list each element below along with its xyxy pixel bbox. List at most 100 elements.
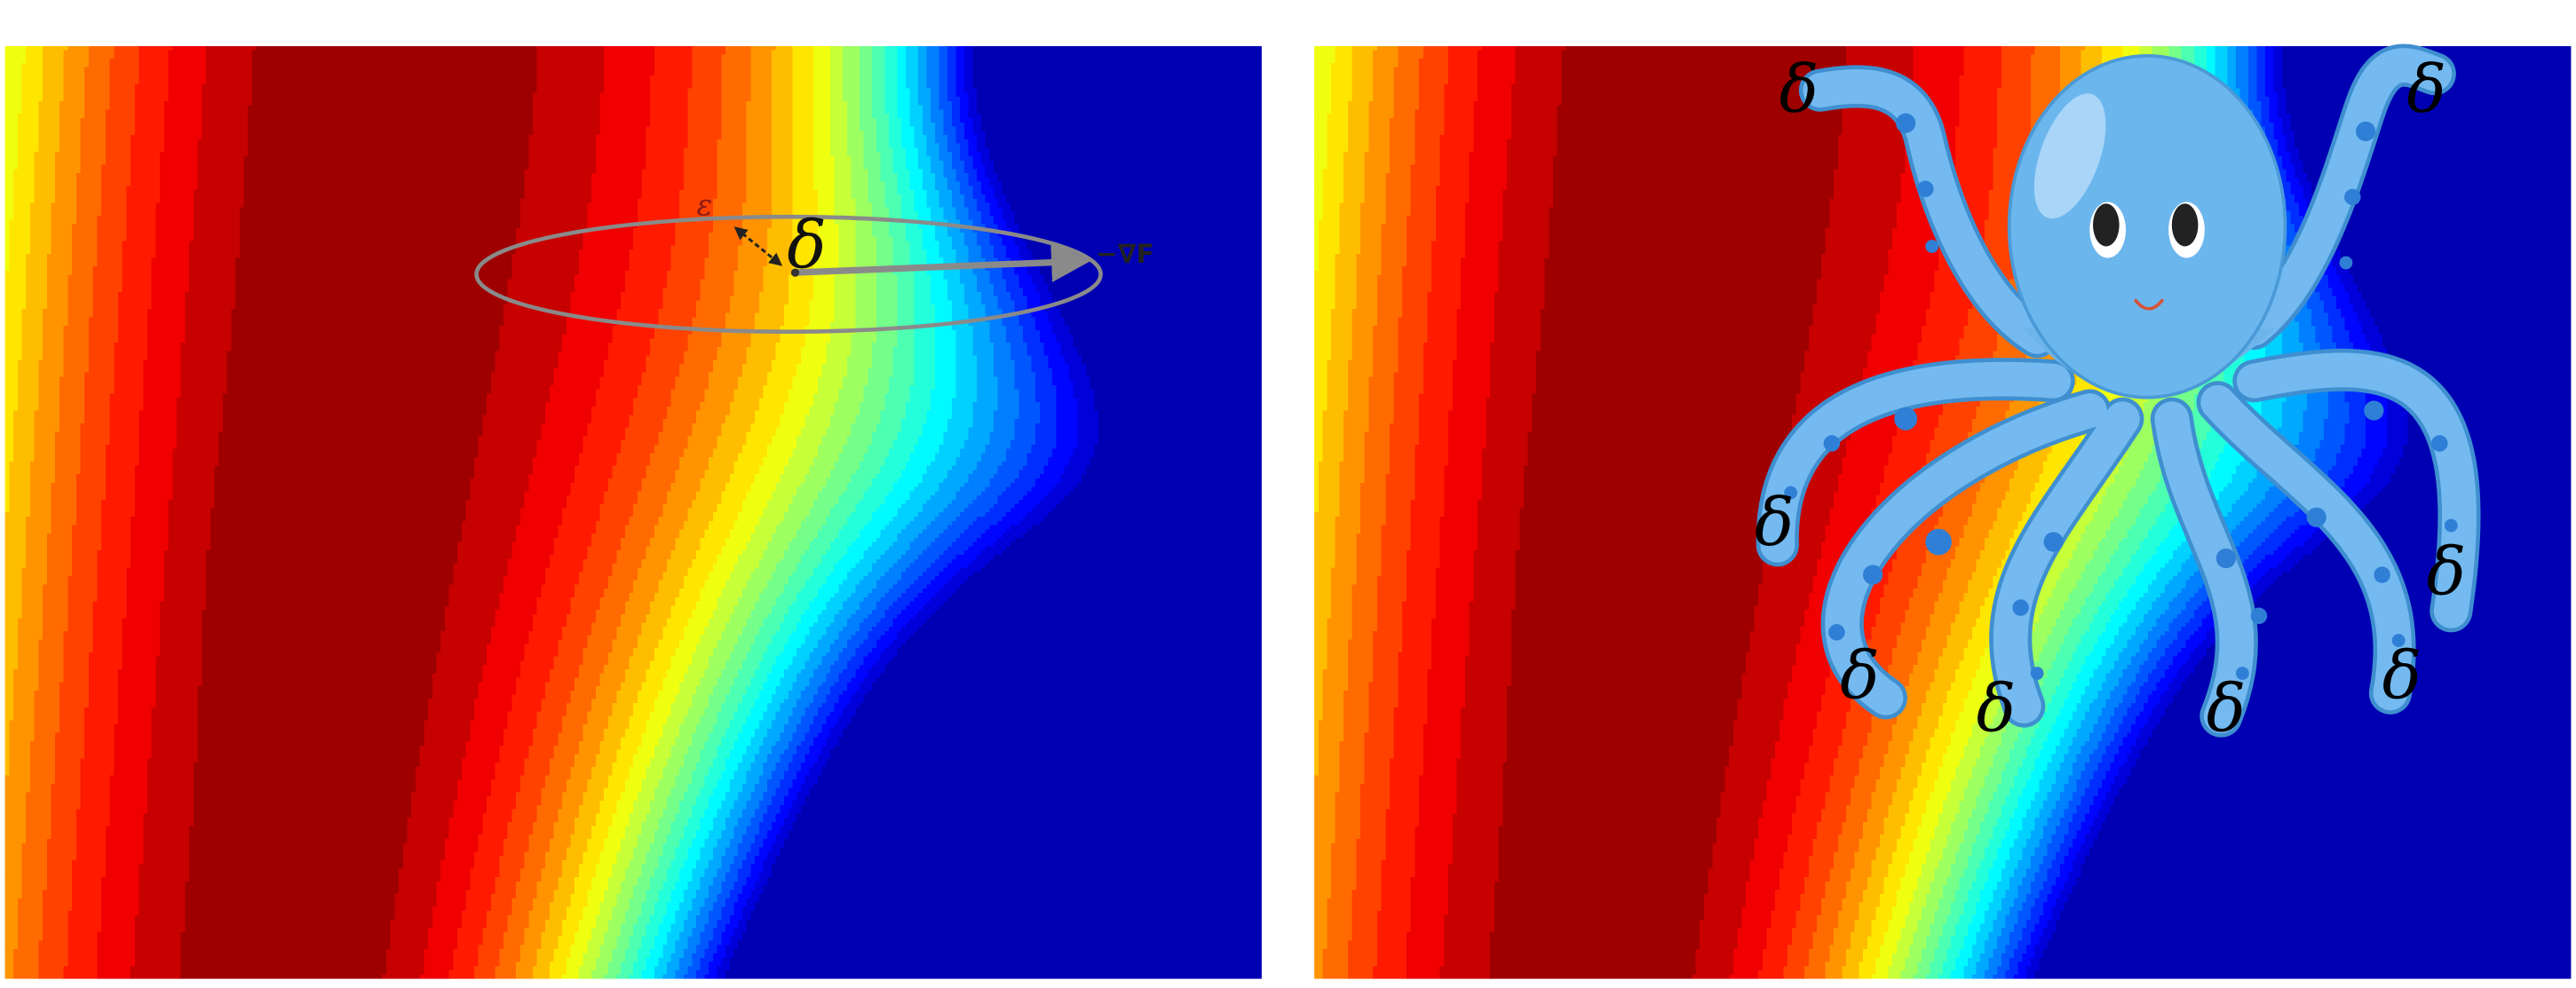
- contour-band: [758, 627, 781, 632]
- contour-band: [591, 198, 638, 204]
- contour-band: [729, 304, 760, 310]
- contour-band: [197, 186, 245, 191]
- contour-band: [465, 499, 526, 505]
- contour-band: [473, 699, 512, 704]
- contour-band: [637, 393, 672, 399]
- contour-band: [17, 155, 36, 162]
- contour-band: [67, 618, 94, 623]
- contour-band: [1052, 321, 1066, 327]
- contour-band: [829, 423, 852, 429]
- contour-band: [29, 202, 52, 208]
- contour-band: [872, 541, 894, 547]
- contour-band: [511, 274, 575, 281]
- contour-band: [792, 88, 814, 93]
- contour-band: [863, 155, 882, 162]
- contour-band: [180, 343, 232, 348]
- contour-band: [771, 572, 794, 577]
- contour-band: [109, 97, 136, 102]
- contour-band: [34, 194, 56, 200]
- contour-band: [151, 274, 190, 281]
- contour-band: [968, 114, 982, 119]
- contour-band: [926, 198, 940, 204]
- contour-band: [700, 541, 726, 547]
- contour-band: [637, 499, 668, 505]
- contour-band: [38, 147, 60, 153]
- contour-band: [1006, 512, 1028, 518]
- contour-band: [490, 630, 529, 636]
- contour-band: [951, 402, 973, 407]
- contour-band: [503, 308, 572, 314]
- contour-band: [536, 50, 605, 55]
- contour-band: [939, 71, 948, 76]
- contour-band: [963, 62, 973, 68]
- contour-band: [599, 677, 626, 683]
- contour-band: [59, 147, 82, 153]
- contour-band: [578, 253, 630, 259]
- contour-band: [4, 88, 23, 93]
- contour-band: [738, 639, 756, 644]
- contour-band: [163, 105, 202, 111]
- contour-band: [943, 215, 957, 221]
- contour-band: [172, 470, 216, 475]
- contour-band: [905, 67, 919, 73]
- contour-band: [545, 402, 597, 407]
- contour-band: [206, 80, 253, 85]
- contour-band: [4, 431, 14, 437]
- contour-band: [607, 343, 651, 348]
- contour-band: [725, 660, 743, 666]
- contour-band: [117, 334, 148, 339]
- contour-band: [993, 160, 1262, 166]
- contour-band: [977, 207, 990, 212]
- contour-band: [860, 80, 873, 85]
- contour-band: [918, 62, 928, 68]
- contour-band: [168, 529, 211, 534]
- contour-band: [851, 478, 873, 484]
- contour-band: [926, 257, 944, 263]
- contour-band: [536, 440, 584, 446]
- contour-band: [499, 343, 563, 348]
- contour-band: [960, 228, 973, 233]
- contour-band: [704, 266, 739, 272]
- contour-band: [675, 376, 709, 382]
- contour-band: [4, 398, 19, 403]
- contour-band: [633, 245, 672, 250]
- contour-band: [738, 384, 765, 391]
- contour-band: [654, 67, 693, 73]
- contour-band: [939, 572, 957, 577]
- contour-band: [692, 71, 722, 76]
- contour-band: [767, 453, 794, 458]
- contour-band: [855, 202, 873, 208]
- contour-band: [692, 613, 714, 620]
- contour-band: [792, 656, 810, 661]
- contour-band: [1098, 427, 1262, 433]
- contour-band: [780, 423, 806, 429]
- contour-band: [846, 520, 868, 526]
- contour-band: [528, 135, 597, 140]
- contour-band: [59, 415, 85, 420]
- contour-band: [797, 534, 819, 539]
- contour-band: [1077, 436, 1099, 441]
- contour-band: [670, 605, 697, 611]
- contour-band: [72, 558, 98, 565]
- contour-band: [939, 97, 948, 102]
- contour-band: [897, 173, 911, 178]
- contour-band: [993, 410, 1019, 415]
- contour-band: [712, 563, 735, 568]
- contour-band: [202, 135, 249, 140]
- contour-band: [892, 241, 911, 246]
- contour-band: [989, 440, 1011, 446]
- contour-band: [972, 266, 987, 272]
- contour-band: [829, 321, 856, 327]
- contour-band: [709, 665, 726, 670]
- contour-band: [797, 486, 823, 492]
- contour-band: [687, 88, 722, 93]
- contour-band: [1010, 355, 1032, 360]
- contour-band: [155, 682, 202, 687]
- contour-band: [26, 296, 48, 301]
- contour-band: [641, 173, 685, 178]
- contour-band: [934, 351, 957, 357]
- contour-band: [922, 508, 944, 513]
- contour-band: [997, 499, 1019, 505]
- contour-band: [855, 668, 868, 675]
- contour-band: [612, 644, 638, 649]
